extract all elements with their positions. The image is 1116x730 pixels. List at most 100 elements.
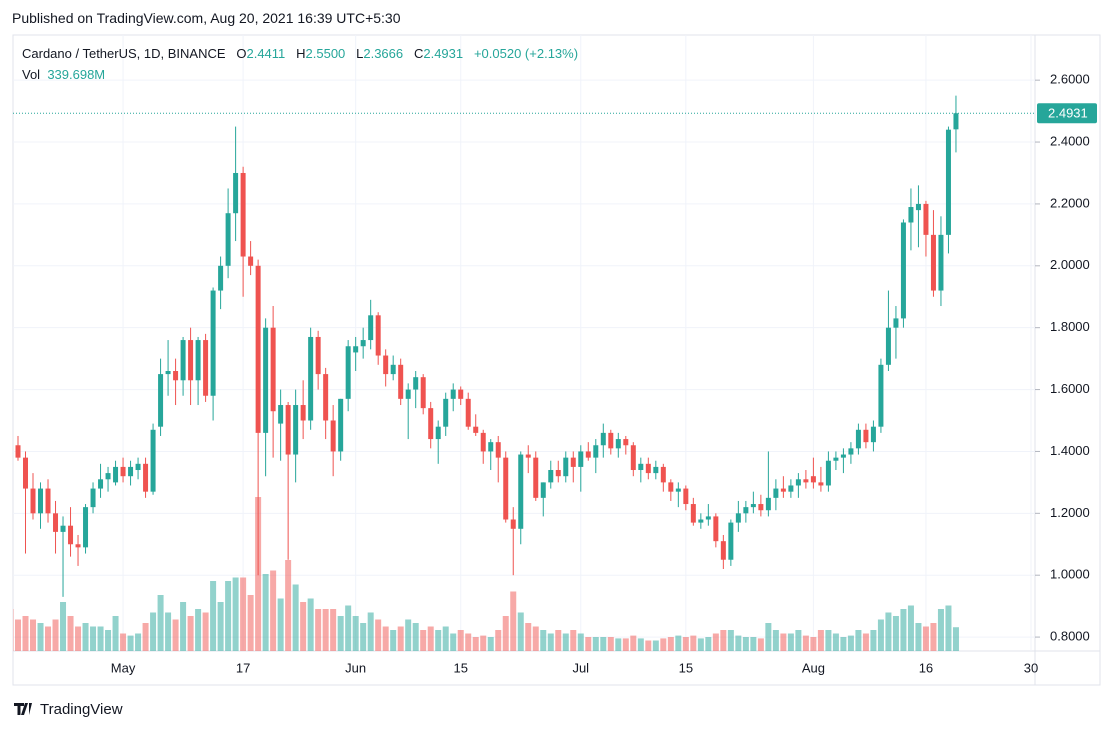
volume-bar	[795, 630, 802, 651]
candle-body	[143, 463, 149, 492]
volume-bar	[952, 627, 959, 651]
candle-body	[435, 426, 441, 440]
volume-bar	[660, 638, 667, 651]
volume-bar	[202, 612, 209, 651]
volume-bar	[922, 626, 929, 651]
volume-bar	[787, 633, 794, 651]
candle-body	[8, 424, 13, 449]
volume-bar	[240, 577, 247, 651]
candle-body	[750, 504, 756, 508]
volume-bar	[742, 637, 749, 651]
volume-bar	[600, 637, 607, 651]
candle-body	[360, 340, 366, 347]
x-tick-label: 16	[919, 660, 933, 675]
candle-body	[593, 445, 599, 458]
candle-body	[870, 426, 876, 443]
ohlc-value: 2.4931	[423, 46, 464, 61]
volume-bar	[870, 630, 877, 651]
volume-key: Vol	[22, 67, 41, 82]
volume-bar	[412, 623, 419, 651]
candle-body	[60, 525, 66, 532]
candle-body	[878, 364, 884, 427]
y-tick-label: 2.2000	[1050, 195, 1090, 210]
candle-body	[855, 429, 861, 449]
published: Published on TradingView.com, Aug 20, 20…	[12, 10, 401, 26]
candle-body	[105, 473, 111, 480]
volume-bar	[675, 635, 682, 651]
volume-bar	[315, 609, 322, 651]
candle-body	[240, 172, 246, 257]
candle-body	[270, 327, 276, 412]
candle-body	[788, 485, 794, 492]
volume-bar	[135, 633, 142, 651]
volume-bar	[930, 623, 937, 651]
candle-body	[848, 448, 854, 455]
candle-body	[780, 488, 786, 492]
candle-body	[233, 172, 239, 214]
volume-bar	[750, 637, 757, 651]
candle-body	[510, 519, 516, 529]
last-price-label: 2.4931	[1048, 106, 1088, 121]
volume-bar	[817, 630, 824, 651]
volume-bar	[555, 630, 562, 651]
candle-body	[45, 488, 51, 514]
volume-bar	[352, 616, 359, 651]
volume-bar	[37, 623, 44, 651]
candle-body	[930, 234, 936, 291]
candle-body	[645, 463, 651, 474]
brand-logo	[14, 703, 32, 715]
volume-bar	[120, 633, 127, 651]
volume-bar	[375, 619, 382, 651]
candle-body	[503, 457, 509, 520]
volume-bar	[337, 616, 344, 651]
candle-body	[608, 432, 614, 449]
brand: TradingView	[40, 701, 123, 718]
volume-bar	[397, 626, 404, 651]
volume-bar	[810, 637, 817, 651]
volume-bar	[322, 609, 329, 651]
volume-bar	[127, 635, 134, 651]
volume-bar	[150, 612, 157, 651]
volume-bar	[622, 638, 629, 651]
candle-body	[120, 466, 126, 477]
volume-bar	[82, 623, 89, 651]
volume-bar	[307, 598, 314, 651]
volume-bar	[187, 616, 194, 651]
change: +0.0520 (+2.13%)	[473, 46, 579, 61]
volume-bar	[157, 595, 164, 651]
candle-body	[210, 290, 216, 396]
candle-body	[570, 457, 576, 467]
candle-body	[765, 497, 771, 511]
volume-bar	[510, 591, 517, 651]
volume-bar	[60, 602, 67, 651]
candle-body	[53, 513, 59, 532]
volume-bar	[472, 637, 479, 651]
volume-bar	[382, 626, 389, 651]
volume-bar	[390, 630, 397, 651]
volume-bar	[487, 637, 494, 651]
candle-body	[893, 318, 899, 328]
volume-bar	[885, 612, 892, 651]
volume-bar	[427, 626, 434, 651]
volume-bar	[270, 570, 277, 651]
volume-bar	[172, 619, 179, 651]
volume-bar	[67, 616, 74, 651]
candle-body	[923, 203, 929, 235]
y-tick-label: 2.4000	[1050, 133, 1090, 148]
x-tick-label: Aug	[802, 660, 825, 675]
candle-body	[38, 488, 44, 514]
candle-body	[398, 364, 404, 399]
x-tick-label: 17	[236, 660, 250, 675]
volume-bar	[180, 602, 187, 651]
candle-body	[900, 222, 906, 319]
candle-body	[705, 516, 711, 520]
candle-body	[420, 377, 426, 409]
volume-bar	[450, 633, 457, 651]
candle-body	[690, 504, 696, 523]
candle-body	[480, 432, 486, 452]
candle-body	[285, 405, 291, 455]
ohlc-key: C	[413, 46, 424, 61]
volume-bar	[345, 605, 352, 651]
